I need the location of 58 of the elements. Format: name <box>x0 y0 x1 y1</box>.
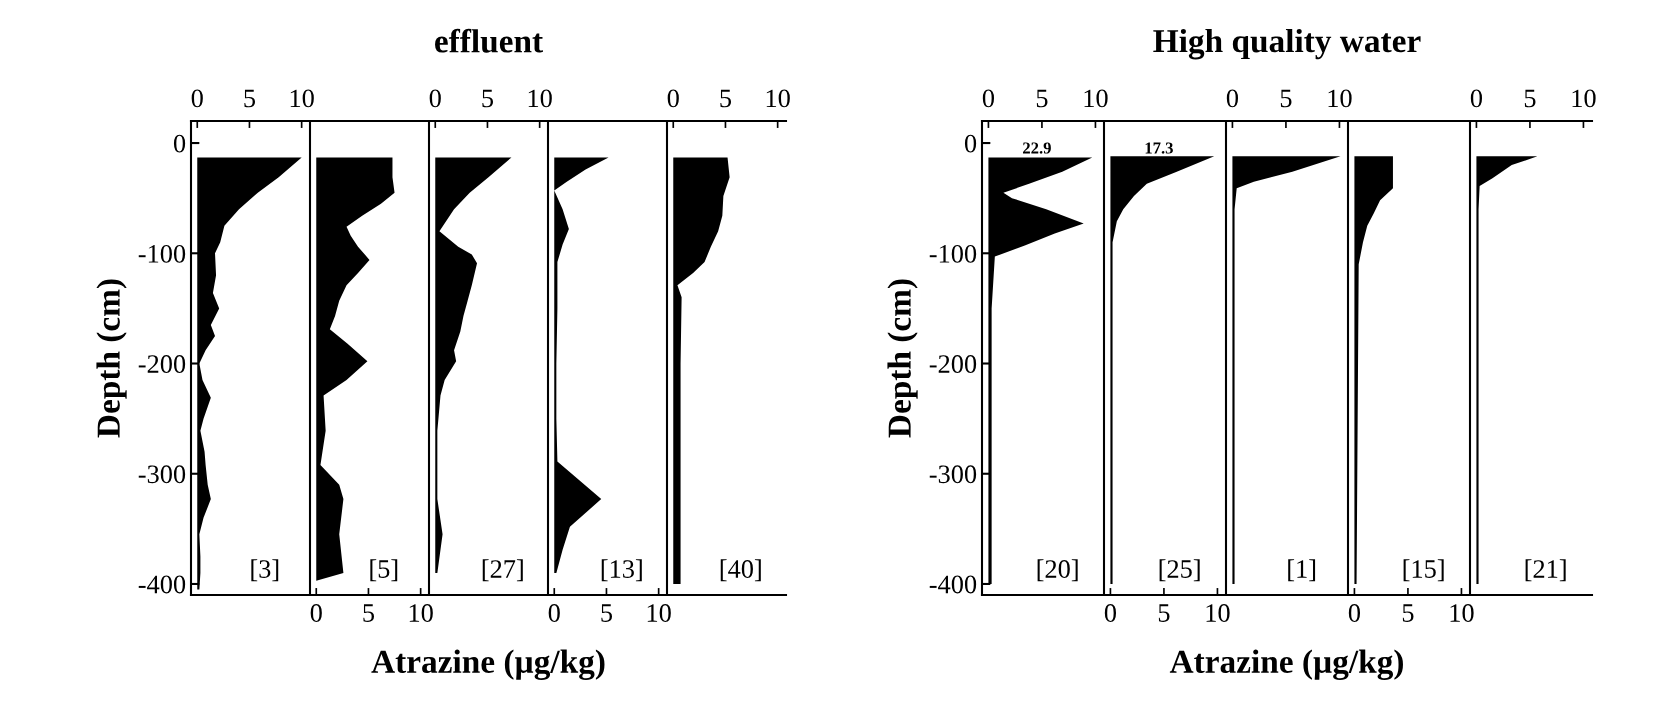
x-tick-label: 5 <box>363 604 375 622</box>
x2-tick-label: 5 <box>720 89 732 108</box>
x2-tick-label: 10 <box>766 89 790 108</box>
annotation: [15] <box>1403 559 1444 582</box>
x-tick-label: 5 <box>1158 604 1170 622</box>
chart-title: High quality water <box>1153 28 1421 60</box>
x-tick-label: 10 <box>1206 604 1230 622</box>
x-tick-label: 0 <box>1104 604 1117 622</box>
x2-tick-label: 10 <box>1328 89 1352 108</box>
x-tick-label: 5 <box>1402 604 1414 622</box>
y-tick-label: -100 <box>138 244 186 263</box>
y-tick-label: -400 <box>929 575 977 594</box>
y-axis-title: Depth (cm) <box>96 279 127 438</box>
x2-tick-label: 0 <box>1226 89 1239 108</box>
annotation: [1] <box>1288 559 1316 582</box>
x-tick-label: 10 <box>1450 604 1474 622</box>
annotation: [27] <box>482 559 523 582</box>
x2-tick-label: 0 <box>982 89 995 108</box>
annotation: [13] <box>601 559 642 582</box>
y-tick-label: -200 <box>929 355 977 373</box>
annotation: [5] <box>370 559 398 582</box>
x-tick-label: 0 <box>1348 604 1361 622</box>
annotation: [21] <box>1525 559 1566 582</box>
x2-tick-label: 10 <box>1572 89 1596 108</box>
y-tick-label: -300 <box>929 465 977 484</box>
chart-title: effluent <box>435 28 543 53</box>
x2-tick-label: 0 <box>191 89 203 108</box>
annotation: [3] <box>251 559 279 582</box>
y-tick-label: -400 <box>138 575 186 594</box>
x-tick-label: 5 <box>601 604 613 622</box>
x2-tick-label: 0 <box>1470 89 1483 108</box>
x2-tick-label: 5 <box>1524 89 1536 108</box>
x-tick-label: 0 <box>548 604 560 622</box>
y-tick-label: 0 <box>964 134 977 153</box>
annotation: 17.3 <box>1145 142 1173 154</box>
annotation: [40] <box>720 559 761 582</box>
x-axis-title: Atrazine (µg/kg) <box>1169 649 1403 680</box>
x2-tick-label: 10 <box>528 89 552 108</box>
y-axis-title: Depth (cm) <box>887 279 918 438</box>
x2-tick-label: 0 <box>667 89 679 108</box>
x2-tick-label: 10 <box>290 89 314 108</box>
y-tick-label: -100 <box>929 244 977 263</box>
x-tick-label: 10 <box>409 604 433 622</box>
x-axis-title: Atrazine (µg/kg) <box>371 649 605 680</box>
y-tick-label: 0 <box>173 134 186 153</box>
y-tick-label: -300 <box>138 465 186 484</box>
x2-tick-label: 10 <box>1084 89 1108 108</box>
annotation: [20] <box>1037 559 1078 582</box>
y-tick-label: -200 <box>138 355 186 373</box>
x2-tick-label: 5 <box>244 89 256 108</box>
x-tick-label: 10 <box>647 604 671 622</box>
x2-tick-label: 0 <box>429 89 441 108</box>
x2-tick-label: 5 <box>1036 89 1048 108</box>
annotation: 22.9 <box>1023 142 1051 154</box>
x2-tick-label: 5 <box>482 89 494 108</box>
x2-tick-label: 5 <box>1280 89 1292 108</box>
x-tick-label: 0 <box>310 604 322 622</box>
annotation: [25] <box>1159 559 1200 582</box>
